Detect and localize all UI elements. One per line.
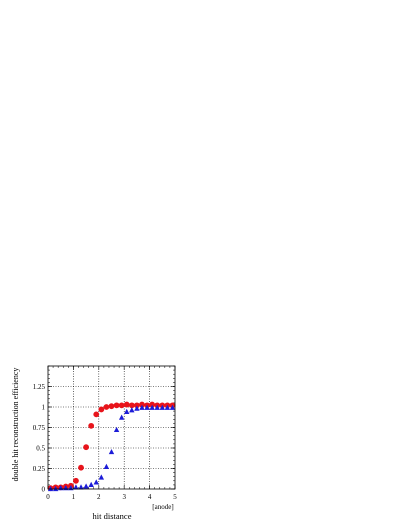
- x-tick-label: 5: [173, 493, 177, 501]
- data-point-circle: [88, 422, 95, 429]
- data-point-triangle: [144, 404, 150, 410]
- y-tick-label: 0.25: [33, 465, 46, 473]
- y-tick-label: 0: [42, 486, 46, 494]
- data-point-triangle: [78, 484, 84, 490]
- x-unit-label: [anode]: [152, 503, 173, 511]
- data-point-triangle: [108, 448, 115, 455]
- data-point-triangle: [113, 426, 120, 433]
- x-tick-label: 1: [72, 493, 76, 501]
- data-point-circle: [98, 406, 105, 413]
- data-point-circle: [108, 403, 115, 410]
- data-point-triangle: [98, 474, 105, 480]
- x-tick-label: 2: [97, 493, 101, 501]
- data-point-triangle: [124, 408, 130, 414]
- data-point-triangle: [129, 407, 135, 413]
- y-tick-label: 0.75: [33, 424, 46, 432]
- x-tick-label: 4: [148, 493, 152, 501]
- x-tick-label: 3: [122, 493, 126, 501]
- data-point-triangle: [118, 414, 125, 420]
- data-point-circle: [149, 401, 156, 408]
- markers: [47, 401, 176, 492]
- data-point-circle: [123, 401, 130, 408]
- data-point-triangle: [93, 479, 99, 485]
- data-point-triangle: [134, 405, 140, 411]
- y-tick-label: 0.5: [36, 445, 45, 453]
- data-point-circle: [73, 477, 79, 484]
- plot-frame: [47, 365, 176, 490]
- data-point-triangle: [88, 481, 94, 487]
- x-tick-label: 0: [46, 493, 50, 501]
- data-point-circle: [118, 402, 125, 409]
- data-point-circle: [139, 401, 145, 408]
- data-point-triangle: [149, 404, 155, 410]
- data-point-triangle: [154, 404, 160, 410]
- data-point-circle: [83, 444, 89, 451]
- data-point-triangle: [139, 404, 145, 410]
- data-point-triangle: [83, 483, 89, 489]
- y-axis-label: double hit reconstruction efficiency: [11, 368, 20, 482]
- data-point-circle: [103, 404, 110, 410]
- x-axis-label: hit distance: [93, 511, 132, 521]
- data-point-circle: [93, 411, 100, 418]
- data-point-triangle: [103, 463, 110, 469]
- data-point-triangle: [169, 404, 176, 410]
- data-point-circle: [128, 402, 135, 409]
- data-point-triangle: [159, 404, 165, 410]
- series-1: [47, 401, 176, 492]
- data-point-triangle: [73, 484, 79, 490]
- data-point-triangle: [47, 485, 54, 492]
- y-tick-label: 1: [42, 404, 46, 412]
- data-point-circle: [78, 464, 84, 471]
- y-tick-label: 1.25: [33, 383, 46, 391]
- tick-labels: 0 1 2 3 4 5 0 0.25 0.5 0.75 1 1.25: [33, 383, 178, 501]
- data-point-triangle: [52, 485, 59, 492]
- data-point-circle: [134, 402, 140, 409]
- data-point-triangle: [164, 404, 171, 410]
- data-point-circle: [113, 402, 120, 409]
- grid: [48, 366, 175, 489]
